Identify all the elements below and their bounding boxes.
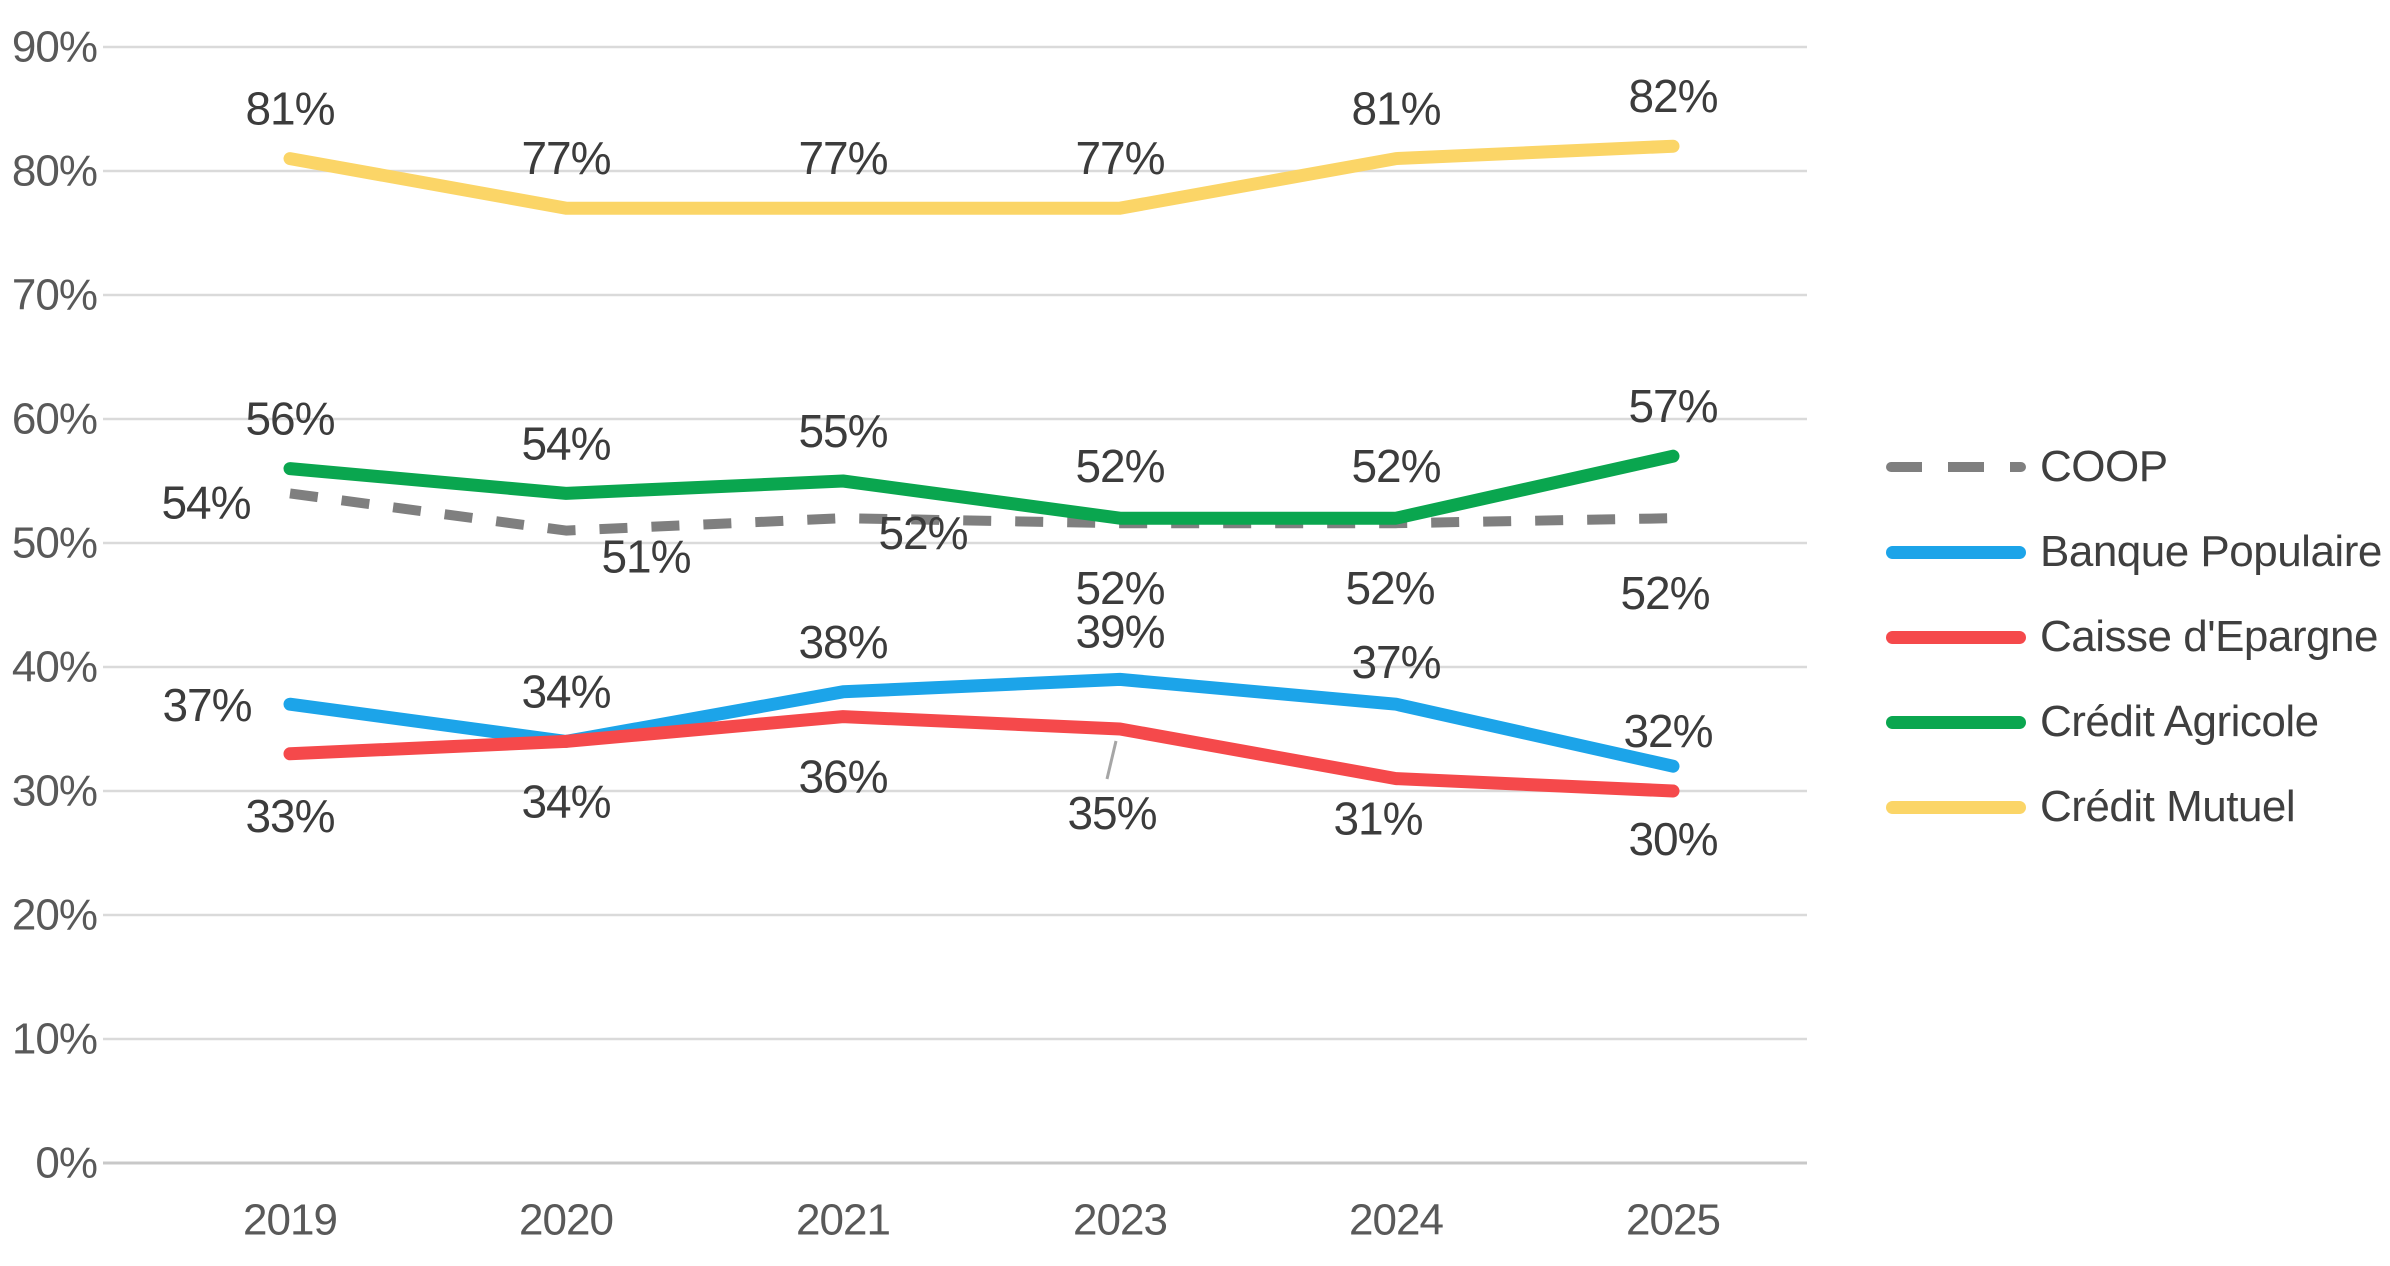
data-label: 51%: [601, 531, 690, 583]
legend-swatch-credit-agricole: [1886, 715, 2026, 729]
y-tick-label: 0%: [35, 1139, 97, 1188]
x-tick-label: 2019: [243, 1196, 337, 1245]
data-label: 52%: [1075, 440, 1164, 492]
legend-swatch-caisse-epargne: [1886, 630, 2026, 644]
data-label: 82%: [1628, 70, 1717, 122]
data-label: 81%: [1351, 83, 1440, 135]
series-line-coop: [289, 488, 1674, 536]
data-label: 30%: [1628, 813, 1717, 865]
legend-item-credit-mutuel: Crédit Mutuel: [1886, 779, 2296, 835]
legend-item-banque-populaire: Banque Populaire: [1886, 524, 2382, 580]
x-tick-label: 2021: [796, 1196, 890, 1245]
data-label: 35%: [1067, 787, 1156, 839]
data-label: 52%: [1620, 567, 1709, 619]
data-label: 77%: [1075, 132, 1164, 184]
data-label: 37%: [1351, 636, 1440, 688]
y-tick-label: 40%: [12, 643, 97, 692]
series-line-caisse-d-epargne: [283, 710, 1680, 798]
y-tick-label: 10%: [12, 1015, 97, 1064]
data-label: 36%: [798, 751, 887, 803]
x-tick-label: 2024: [1349, 1196, 1443, 1245]
data-label: 34%: [521, 665, 610, 717]
data-label: 55%: [798, 405, 887, 457]
legend-label-caisse-epargne: Caisse d'Epargne: [2040, 612, 2378, 661]
x-tick-label: 2023: [1073, 1196, 1167, 1245]
x-tick-label: 2020: [519, 1196, 613, 1245]
data-label: 77%: [521, 132, 610, 184]
legend-swatch-banque-populaire: [1886, 545, 2026, 559]
y-tick-label: 20%: [12, 891, 97, 940]
legend-label-coop: COOP: [2040, 442, 2168, 491]
data-label: 33%: [245, 790, 334, 842]
y-tick-label: 90%: [12, 23, 97, 72]
data-label: 77%: [798, 132, 887, 184]
data-label: 57%: [1628, 380, 1717, 432]
data-label: 54%: [521, 417, 610, 469]
data-label-leader-line: [1105, 740, 1118, 780]
data-label: 81%: [245, 83, 334, 135]
y-tick-label: 30%: [12, 767, 97, 816]
data-label: 52%: [878, 507, 967, 559]
legend-label-credit-agricole: Crédit Agricole: [2040, 697, 2319, 746]
data-label: 52%: [1351, 440, 1440, 492]
legend-item-credit-agricole: Crédit Agricole: [1886, 694, 2319, 750]
y-tick-label: 60%: [12, 395, 97, 444]
data-label: 31%: [1333, 793, 1422, 845]
x-tick-label: 2025: [1626, 1196, 1720, 1245]
legend-item-caisse-epargne: Caisse d'Epargne: [1886, 609, 2378, 665]
data-label: 38%: [798, 616, 887, 668]
legend-item-coop: COOP: [1886, 439, 2168, 495]
series-line-banque-populaire: [283, 672, 1680, 773]
data-label: 52%: [1075, 562, 1164, 614]
series-line-cr-dit-mutuel: [283, 139, 1680, 215]
data-label: 37%: [162, 679, 251, 731]
data-label: 34%: [521, 775, 610, 827]
legend-label-credit-mutuel: Crédit Mutuel: [2040, 782, 2296, 831]
data-label: 39%: [1075, 605, 1164, 657]
data-label: 56%: [245, 393, 334, 445]
data-label: 52%: [1345, 562, 1434, 614]
legend-label-banque-populaire: Banque Populaire: [2040, 527, 2382, 576]
legend-swatch-coop: [1886, 462, 2026, 472]
data-label: 54%: [161, 476, 250, 528]
y-tick-label: 80%: [12, 147, 97, 196]
y-tick-label: 50%: [12, 519, 97, 568]
data-label: 32%: [1623, 705, 1712, 757]
legend-swatch-credit-mutuel: [1886, 800, 2026, 814]
series-line-cr-dit-agricole: [283, 449, 1680, 525]
y-tick-label: 70%: [12, 271, 97, 320]
